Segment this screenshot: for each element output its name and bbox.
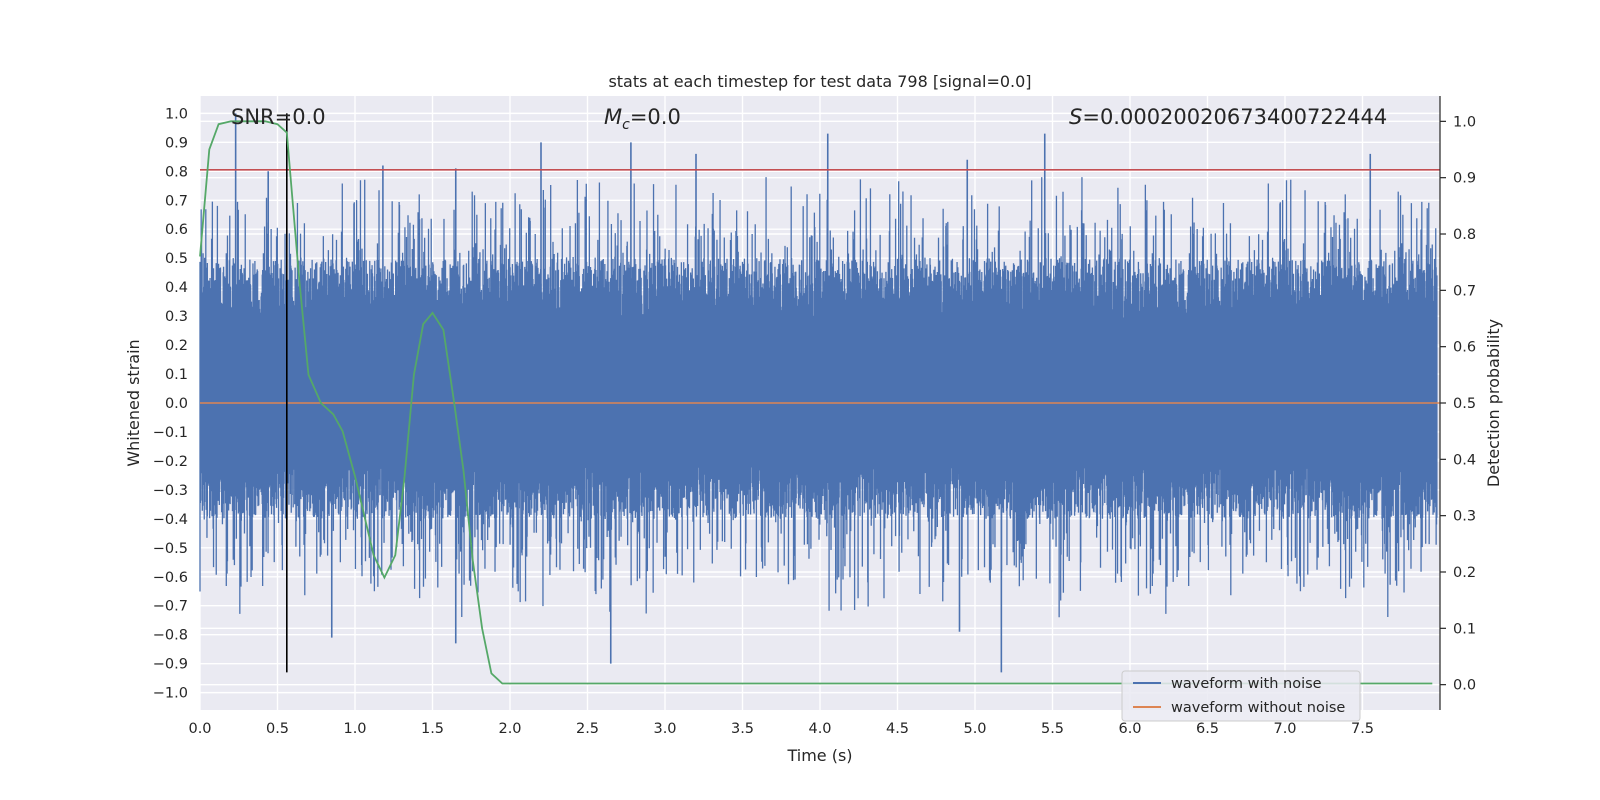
y2-tick-label: 0.2 (1453, 565, 1476, 581)
y-tick-label: −0.2 (153, 454, 188, 470)
y-tick-label: 0.1 (165, 367, 188, 383)
x-tick-label: 3.5 (731, 721, 754, 737)
y-tick-label: −0.7 (153, 599, 188, 615)
x-tick-label: 0.5 (266, 721, 289, 737)
y-tick-label: 0.5 (165, 251, 188, 267)
annotation-mc-sub: c (622, 117, 630, 133)
y2-tick-label: 0.9 (1453, 171, 1476, 187)
annotation-s-value: =0.00020020673400722444 (1082, 105, 1387, 129)
y-tick-label: 0.8 (165, 164, 188, 180)
x-tick-label: 6.5 (1196, 721, 1219, 737)
x-tick-label: 4.5 (886, 721, 909, 737)
legend-label-clean: waveform without noise (1171, 700, 1345, 716)
y-tick-label: 0.6 (165, 222, 188, 238)
y-tick-label: −0.3 (153, 483, 188, 499)
x-axis-ticks: 0.0 0.5 1.0 1.5 2.0 2.5 3.0 3.5 4.0 4.5 5.0 5.5 6.0 6… (188, 721, 1374, 737)
annotation-s-symbol: S (1069, 105, 1082, 129)
reference-lines (200, 113, 1440, 673)
y-axis-ticks: 1.0 0.9 0.8 0.7 0.6 0.5 0.4 0.3 0.2 0.1 0.0 −0.1 −0.… (153, 106, 188, 701)
x-tick-label: 1.5 (421, 721, 444, 737)
y-tick-label: 0.4 (165, 280, 188, 296)
x-tick-label: 3.0 (653, 721, 676, 737)
y-tick-label: 1.0 (165, 106, 188, 122)
series-detection-probability (199, 120, 1433, 685)
y-tick-label: 0.3 (165, 309, 188, 325)
legend-label-noise: waveform with noise (1171, 676, 1322, 692)
y2-tick-label: 0.8 (1453, 227, 1476, 243)
y-tick-label: −0.8 (153, 628, 188, 644)
y-tick-label: −0.5 (153, 541, 188, 557)
legend-box (1121, 670, 1361, 722)
y-tick-label: 0.0 (165, 396, 188, 412)
y-tick-label: −1.0 (153, 686, 188, 702)
annotation-mc-value: =0.0 (630, 105, 681, 129)
y-tick-label: 0.9 (165, 135, 188, 151)
y2-tick-label: 0.3 (1453, 509, 1476, 525)
y-tick-label: −0.1 (153, 425, 188, 441)
y2-tick-label: 0.5 (1453, 396, 1476, 412)
x-tick-label: 7.5 (1351, 721, 1374, 737)
y-tick-label: 0.2 (165, 338, 188, 354)
y2-tick-label: 0.7 (1453, 283, 1476, 299)
x-tick-label: 1.0 (343, 721, 366, 737)
y-tick-label: 0.7 (165, 193, 188, 209)
annotation-s: S=0.00020020673400722444 (1069, 105, 1387, 129)
x-tick-label: 7.0 (1273, 721, 1296, 737)
annotation-mc: Mc=0.0 (604, 105, 681, 133)
x-tick-label: 0.0 (188, 721, 211, 737)
y-axis-label: Whitened strain (124, 339, 143, 466)
y2-tick-label: 1.0 (1453, 114, 1476, 130)
y-tick-label: −0.9 (153, 657, 188, 673)
y2-tick-label: 0.4 (1453, 452, 1476, 468)
probability-line (199, 120, 1433, 685)
annotation-snr: SNR=0.0 (231, 105, 326, 129)
x-tick-label: 6.0 (1118, 721, 1141, 737)
x-tick-label: 2.5 (576, 721, 599, 737)
y2-tick-label: 0.1 (1453, 621, 1476, 637)
y-tick-label: −0.6 (153, 570, 188, 586)
x-tick-label: 2.0 (498, 721, 521, 737)
y2-axis-ticks: 1.0 0.9 0.8 0.7 0.6 0.5 0.4 0.3 0.2 0.1 0.0 (1439, 96, 1476, 710)
annotation-mc-symbol: M (604, 105, 622, 129)
x-axis-label: Time (s) (786, 746, 852, 765)
y-tick-label: −0.4 (153, 512, 188, 528)
x-tick-label: 4.0 (808, 721, 831, 737)
legend: waveform with noise waveform without noi… (1121, 670, 1361, 722)
y2-tick-label: 0.0 (1453, 678, 1476, 694)
y2-tick-label: 0.6 (1453, 340, 1476, 356)
chart-title: stats at each timestep for test data 798… (608, 72, 1031, 91)
y2-axis-label: Detection probability (1484, 319, 1503, 487)
x-tick-label: 5.5 (1041, 721, 1064, 737)
x-tick-label: 5.0 (963, 721, 986, 737)
